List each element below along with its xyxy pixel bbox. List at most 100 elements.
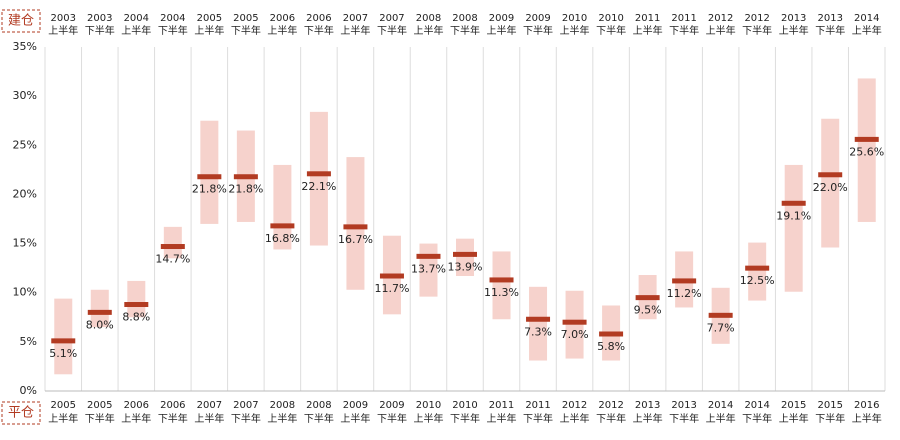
close-year: 2008: [270, 400, 295, 411]
median-marker: [599, 331, 624, 337]
open-year: 2009: [489, 13, 514, 24]
value-label: 14.7%: [155, 253, 190, 266]
value-label: 11.7%: [374, 282, 409, 295]
close-year: 2006: [124, 400, 149, 411]
value-label: 7.7%: [707, 321, 735, 334]
open-half: 上半年: [633, 24, 663, 37]
close-year: 2005: [51, 400, 76, 411]
close-year: 2012: [562, 400, 587, 411]
close-half: 上半年: [779, 412, 809, 425]
close-year: 2011: [525, 400, 550, 411]
value-label: 5.8%: [597, 340, 625, 353]
close-half: 下半年: [815, 412, 845, 425]
open-year: 2011: [635, 13, 660, 24]
open-half: 下半年: [596, 24, 626, 37]
value-label: 8.8%: [122, 311, 150, 324]
median-marker: [854, 136, 879, 142]
value-label: 7.0%: [561, 328, 589, 341]
close-half: 下半年: [85, 412, 115, 425]
range-bar: [90, 289, 109, 328]
open-year: 2005: [233, 13, 258, 24]
open-half: 上半年: [340, 24, 370, 37]
close-half: 上半年: [633, 412, 663, 425]
open-half: 上半年: [487, 24, 517, 37]
median-marker: [818, 172, 843, 178]
value-label: 7.3%: [524, 325, 552, 338]
open-half: 下半年: [523, 24, 553, 37]
close-half: 上半年: [48, 412, 78, 425]
value-label: 22.1%: [301, 180, 336, 193]
open-half: 下半年: [231, 24, 261, 37]
median-marker: [160, 244, 185, 250]
close-half: 下半年: [231, 412, 261, 425]
value-label: 9.5%: [634, 304, 662, 317]
open-year: 2004: [124, 13, 149, 24]
open-year: 2010: [562, 13, 587, 24]
open-half: 下半年: [85, 24, 115, 37]
close-label: 平仓: [8, 406, 34, 421]
y-tick-label: 15%: [13, 237, 37, 250]
range-bar: [529, 286, 548, 361]
close-year: 2013: [635, 400, 660, 411]
open-year: 2013: [817, 13, 842, 24]
value-label: 11.3%: [484, 286, 519, 299]
value-label: 12.5%: [740, 274, 775, 287]
close-year: 2011: [489, 400, 514, 411]
range-bar: [821, 118, 840, 248]
median-marker: [270, 223, 295, 229]
range-bar: [163, 226, 182, 259]
open-half: 下半年: [742, 24, 772, 37]
open-half: 上半年: [560, 24, 590, 37]
median-marker: [343, 224, 368, 230]
open-half: 上半年: [48, 24, 78, 37]
open-year: 2009: [525, 13, 550, 24]
open-half: 上半年: [413, 24, 443, 37]
open-year: 2010: [598, 13, 623, 24]
close-year: 2014: [744, 400, 769, 411]
close-half: 下半年: [450, 412, 480, 425]
range-bar: [784, 164, 803, 292]
close-year: 2009: [379, 400, 404, 411]
median-marker: [708, 312, 733, 318]
open-half: 下半年: [669, 24, 699, 37]
range-bar: [54, 298, 73, 375]
close-year: 2007: [233, 400, 258, 411]
close-half: 上半年: [706, 412, 736, 425]
median-marker: [745, 265, 770, 271]
range-bar: [309, 111, 328, 246]
open-half: 下半年: [815, 24, 845, 37]
y-tick-label: 20%: [13, 187, 37, 200]
median-marker: [672, 278, 697, 284]
close-half: 下半年: [158, 412, 188, 425]
close-year: 2013: [671, 400, 696, 411]
open-year: 2012: [744, 13, 769, 24]
y-tick-label: 35%: [13, 40, 37, 53]
close-half: 上半年: [121, 412, 151, 425]
open-year: 2004: [160, 13, 185, 24]
open-year: 2006: [270, 13, 295, 24]
open-half: 上半年: [779, 24, 809, 37]
range-bar: [346, 157, 365, 290]
close-year: 2007: [197, 400, 222, 411]
open-half: 下半年: [158, 24, 188, 37]
close-half: 下半年: [377, 412, 407, 425]
range-bar: [456, 238, 474, 277]
close-year: 2010: [416, 400, 441, 411]
y-tick-label: 25%: [13, 138, 37, 151]
open-year: 2012: [708, 13, 733, 24]
value-label: 13.9%: [448, 260, 483, 273]
range-bar: [857, 78, 876, 222]
open-year: 2008: [416, 13, 441, 24]
close-half: 上半年: [267, 412, 297, 425]
median-marker: [562, 319, 587, 325]
median-marker: [197, 174, 222, 180]
open-label: 建仓: [8, 14, 34, 29]
value-label: 22.0%: [813, 181, 848, 194]
median-marker: [416, 253, 441, 259]
close-half: 下半年: [742, 412, 772, 425]
close-half: 上半年: [560, 412, 590, 425]
close-half: 上半年: [413, 412, 443, 425]
open-year: 2007: [343, 13, 368, 24]
close-half: 下半年: [523, 412, 553, 425]
open-half: 下半年: [377, 24, 407, 37]
